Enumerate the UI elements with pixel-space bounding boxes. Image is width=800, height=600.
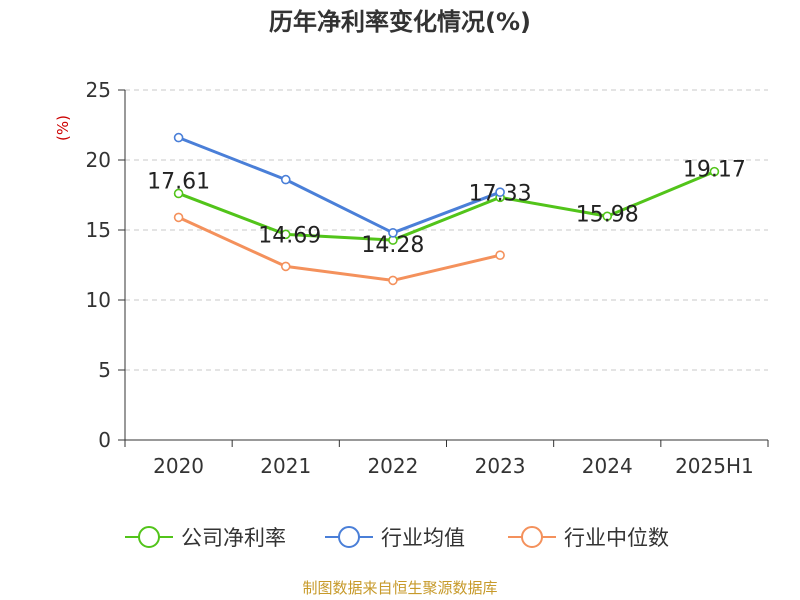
x-tick-label-2025H1: 2025H1 [675,454,754,478]
data-point [495,187,505,197]
legend-swatch-marker [521,526,543,548]
x-tick-label-2022: 2022 [367,454,418,478]
data-label: 15.98 [576,202,639,227]
series-line-2 [177,216,501,282]
data-label: 14.69 [258,223,321,248]
series-lines [173,132,720,286]
data-label: 14.28 [361,233,424,258]
data-label: 19.17 [683,158,746,183]
legend-entry-label: 公司净利率 [181,526,286,550]
series-line-1 [178,136,501,235]
x-tick-label-2020: 2020 [153,454,204,478]
x-tick-label-2021: 2021 [260,454,311,478]
data-point [709,166,720,177]
y-tick-label: 25 [86,78,111,102]
data-point [280,229,291,240]
data-point [388,228,398,238]
legend-entry-label: 行业均值 [381,526,465,550]
legend-swatch-marker [138,526,160,548]
data-point [173,188,184,199]
y-tick-label: 15 [86,218,111,242]
chart-title: 历年净利率变化情况(%) [269,8,531,36]
y-tick-label: 0 [98,428,111,452]
series-line-0 [178,170,715,242]
data-point [173,132,184,143]
data-point [280,174,291,185]
y-tick-label: 20 [86,148,111,172]
x-tick-label-2024: 2024 [582,454,633,478]
legend-swatch-marker [338,526,360,548]
data-point [280,261,291,272]
data-point [388,275,398,286]
data-point [602,211,613,222]
data-point [495,250,505,260]
y-axis-label: (%) [54,115,72,141]
y-tick-label: 5 [98,358,111,382]
x-tick-label-2023: 2023 [475,454,526,478]
data-labels: 17.61 14.69 14.28 17.33 15.98 19.17 [147,158,746,258]
axes: 0 5 10 15 20 25 2020 2021 2022 2023 2024 2025H1 [86,78,769,478]
data-point [173,212,184,223]
data-label: 17.61 [147,169,210,194]
source-note: 制图数据来自恒生聚源数据库 [302,579,498,597]
data-label: 17.33 [469,181,532,206]
y-tick-label: 10 [86,288,111,312]
legend: 公司净利率 行业均值 行业中位数 [125,526,669,550]
gridlines [125,89,768,371]
legend-entry-label: 行业中位数 [564,526,669,550]
